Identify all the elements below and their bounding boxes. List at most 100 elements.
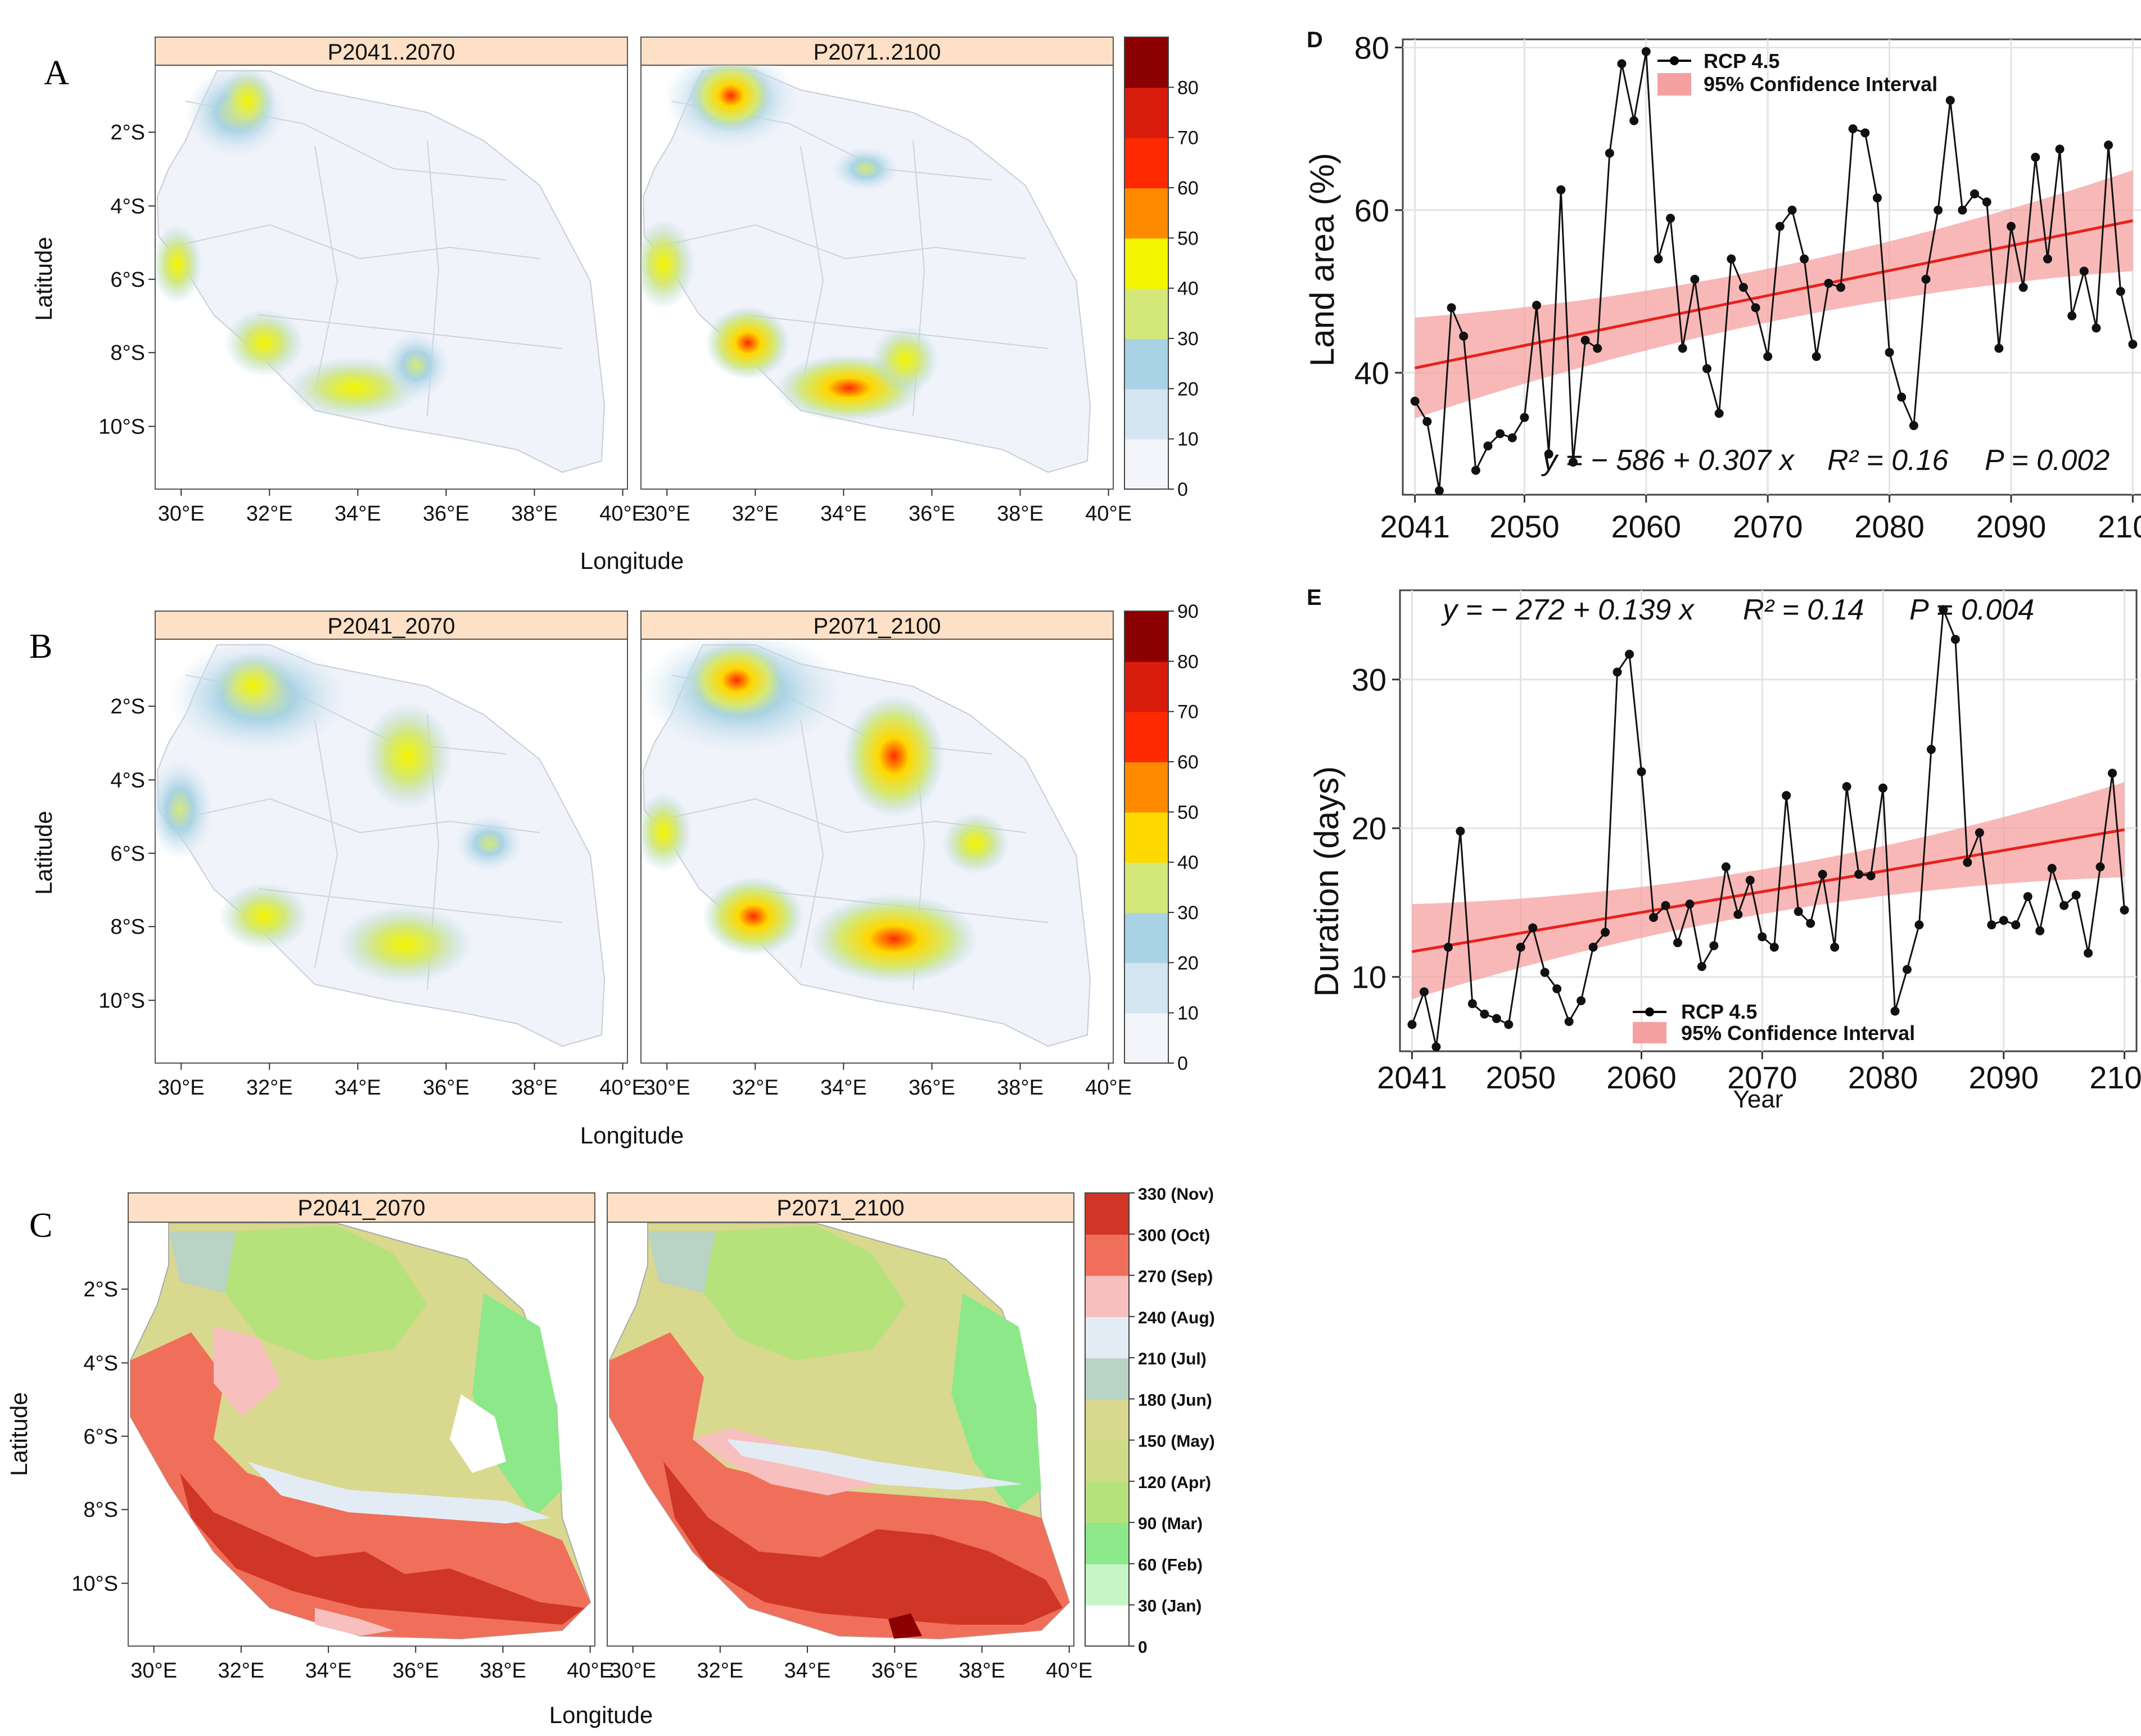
x-tick-label: 30°E	[130, 1659, 177, 1683]
colorbar-bin	[1085, 1522, 1129, 1565]
zone-aug	[315, 1608, 394, 1636]
colorbar-tick-label: 90 (Mar)	[1138, 1515, 1203, 1533]
data-point	[1787, 205, 1797, 215]
zone-none	[450, 1394, 506, 1473]
x-tick-label: 2041	[1380, 509, 1450, 544]
data-point	[1709, 941, 1719, 951]
strip-c-right	[607, 1192, 1074, 1223]
hotspot	[832, 146, 900, 191]
strip-b-left	[155, 611, 628, 640]
y-tick-label: 4°S	[110, 768, 145, 792]
data-point	[1824, 278, 1833, 288]
y-tick-label: 4°S	[110, 195, 145, 218]
data-point	[1975, 828, 1984, 838]
data-point	[1447, 303, 1456, 313]
colorbar-tick-label: 50	[1177, 802, 1199, 823]
data-point	[1800, 254, 1809, 264]
panel-c-maps: P2041_2070 P2071_2100	[6, 1185, 1215, 1728]
x-tick-label: 38°E	[480, 1659, 526, 1683]
y-tick-label: 60	[1354, 193, 1389, 228]
panel-b-maps: P2041_2070 P2071_2100 0 10 20	[30, 601, 1199, 1149]
y-tick-label: 6°S	[83, 1425, 118, 1449]
data-point	[1854, 870, 1864, 879]
data-point	[2035, 926, 2045, 935]
zone-jun	[648, 1231, 715, 1293]
strip-a-right	[640, 37, 1114, 66]
zone-oct	[663, 1462, 1063, 1625]
plot-e: 2041 2050 2060 2070 2080 2090 2100 10 20 30	[1352, 589, 2141, 1095]
data-point	[1818, 870, 1827, 879]
colorbar-bin	[1124, 962, 1168, 1014]
panel-label-c: C	[29, 1206, 52, 1245]
data-point	[2095, 862, 2105, 871]
colorbar-bin	[1124, 37, 1168, 88]
tanzania-shape-a-right	[642, 70, 1091, 473]
colorbar-tick-label: 330 (Nov)	[1138, 1185, 1214, 1204]
colorbar-tick-label: 50	[1177, 228, 1199, 249]
x-tick-label: 30°E	[609, 1659, 656, 1683]
data-point	[2108, 768, 2117, 778]
data-point	[1407, 1020, 1417, 1029]
data-point	[1483, 441, 1493, 451]
x-tick-label: 40°E	[1085, 1076, 1132, 1100]
data-point	[1697, 962, 1706, 971]
strip-b-right-label: P2071_2100	[814, 614, 941, 639]
colorbar-tick-label: 270 (Sep)	[1138, 1268, 1213, 1286]
data-point	[1552, 984, 1562, 993]
data-point	[1733, 910, 1743, 919]
data-point	[1758, 932, 1767, 942]
x-tick-label: 34°E	[335, 1076, 381, 1100]
x-tick-label: 38°E	[997, 1076, 1044, 1100]
zone-jun	[169, 1231, 236, 1293]
panel-e-timeseries: E 2041 2050 2060 2070 2080 2090 2100 10 20 30 Dur…	[1307, 585, 2141, 1113]
y-tick-label: 8°S	[110, 341, 145, 365]
x-tick-label: 30°E	[158, 1076, 205, 1100]
data-point	[1601, 928, 1610, 937]
y-tick-label: 6°S	[110, 268, 145, 292]
strip-a-right-label: P2071..2100	[814, 40, 941, 65]
colorbar-bin	[1124, 188, 1168, 239]
x-tick-label: 32°E	[697, 1659, 743, 1683]
x-tick-label: 2080	[1854, 509, 1925, 544]
colorbar-tick-label: 90	[1177, 601, 1199, 622]
data-point	[2116, 287, 2125, 296]
strip-b-left-label: P2041_2070	[328, 614, 455, 639]
colorbar-bin	[1085, 1275, 1129, 1317]
colorbar-tick-label: 240 (Aug)	[1138, 1309, 1215, 1327]
x-axis-title-a: Longitude	[580, 548, 684, 574]
data-point	[2006, 221, 2016, 231]
colorbar-tick-label: 180 (Jun)	[1138, 1391, 1212, 1409]
colorbar-tick-label: 20	[1177, 378, 1199, 400]
hotspot	[219, 883, 309, 950]
data-point	[1492, 1014, 1501, 1023]
data-point	[2071, 890, 2081, 900]
x-tick-label: 40°E	[599, 502, 646, 526]
panel-label-b: B	[29, 627, 52, 666]
data-point	[1641, 47, 1651, 56]
data-point	[2084, 948, 2093, 958]
data-point	[1617, 59, 1627, 69]
data-point	[1556, 185, 1566, 195]
data-point	[1544, 449, 1553, 459]
x-tick-label: 2060	[1606, 1060, 1677, 1095]
y-tick-label: 8°S	[110, 915, 145, 939]
x-tick-label: 38°E	[511, 1076, 558, 1100]
y-axis-title-a: Latitude	[30, 237, 57, 320]
data-point	[1690, 274, 1700, 284]
x-tick-label: 2041	[1377, 1060, 1447, 1095]
x-tick-label: 34°E	[820, 1076, 867, 1100]
data-point	[1666, 214, 1675, 223]
colorbar-c: 0 30 (Jan) 60 (Feb) 90 (Mar) 120 (Apr) 150 (M…	[1085, 1185, 1215, 1657]
x-tick-label: 2060	[1611, 509, 1681, 544]
hotspot	[942, 812, 1009, 874]
data-point	[1939, 605, 1948, 614]
zone-feb	[951, 1293, 1041, 1512]
data-point	[1885, 347, 1894, 357]
hotspot	[455, 815, 523, 871]
data-point	[1763, 352, 1773, 361]
data-point	[1648, 912, 1658, 922]
x-tick-label: 36°E	[392, 1659, 439, 1683]
plot-d: 2041 2050 2060 2070 2080 2090 2100 40 60 80	[1354, 30, 2141, 544]
data-point	[1982, 197, 1991, 207]
data-point	[1963, 858, 1972, 867]
